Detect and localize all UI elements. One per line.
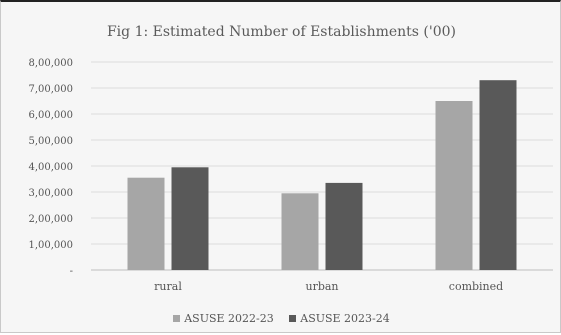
bar-rural-series-2 — [171, 167, 209, 270]
chart-legend: ASUSE 2022-23 ASUSE 2023-24 — [1, 312, 561, 325]
legend-label-series-2: ASUSE 2023-24 — [300, 312, 390, 325]
y-tick-label-1: 1,00,000 — [28, 240, 73, 251]
y-tick-label-3: 3,00,000 — [28, 188, 73, 199]
y-tick-label-0: - — [70, 266, 73, 277]
y-tick-label-6: 6,00,000 — [28, 110, 73, 121]
bar-combined-series-1 — [435, 101, 473, 270]
bar-rural-series-1 — [127, 177, 165, 270]
legend-item-series-1: ASUSE 2022-23 — [173, 312, 274, 325]
y-tick-label-8: 8,00,000 — [28, 58, 73, 69]
bar-urban-series-1 — [281, 193, 319, 270]
legend-swatch-series-1 — [173, 315, 181, 322]
legend-item-series-2: ASUSE 2023-24 — [289, 312, 390, 325]
legend-swatch-series-2 — [289, 315, 297, 322]
y-tick-label-7: 7,00,000 — [28, 84, 73, 95]
x-tick-label-urban: urban — [305, 280, 338, 293]
bar-combined-series-2 — [479, 80, 517, 270]
y-tick-label-2: 2,00,000 — [28, 214, 73, 225]
x-tick-label-combined: combined — [449, 280, 503, 293]
y-tick-label-4: 4,00,000 — [28, 162, 73, 173]
bar-urban-series-2 — [325, 182, 363, 270]
chart-title: Fig 1: Estimated Number of Establishment… — [106, 24, 457, 40]
legend-label-series-1: ASUSE 2022-23 — [184, 312, 274, 325]
x-tick-label-rural: rural — [154, 280, 182, 293]
y-tick-label-5: 5,00,000 — [28, 136, 73, 147]
